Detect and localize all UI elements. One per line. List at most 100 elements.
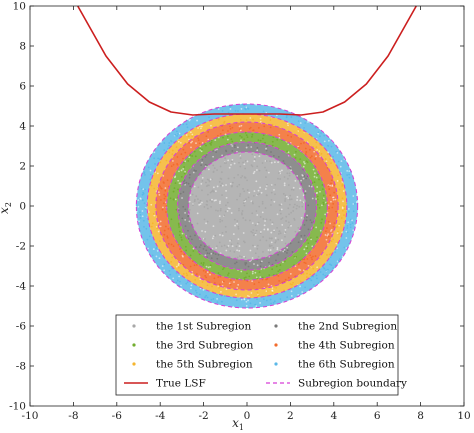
series-1-point (252, 203, 254, 205)
series-1-point (250, 231, 252, 233)
y-axis-label-sub: 2 (4, 202, 13, 207)
x-tick-label: 10 (457, 410, 470, 422)
series-5-point (197, 127, 199, 129)
series-5-point (226, 288, 228, 290)
series-4-point (160, 221, 162, 223)
series-6-point (348, 208, 350, 210)
series-1-point (299, 199, 301, 201)
series-3-point (175, 198, 177, 200)
series-1-point (209, 181, 211, 183)
series-1-point (212, 165, 214, 167)
series-6-point (254, 304, 256, 306)
series-2-point (261, 260, 263, 262)
series-2-point (253, 263, 255, 265)
series-5-point (188, 135, 190, 137)
series-6-point (241, 299, 243, 301)
series-1-point (246, 179, 248, 181)
series-1-point (274, 193, 276, 195)
series-5-point (342, 184, 344, 186)
series-2-point (188, 238, 190, 240)
series-2-point (265, 148, 267, 150)
series-6-point (149, 235, 151, 237)
series-5-point (273, 286, 275, 288)
series-5-point (326, 160, 328, 162)
series-1-point (272, 222, 274, 224)
series-3-point (277, 270, 279, 272)
series-1-point (232, 159, 234, 161)
series-4-point (182, 264, 184, 266)
series-3-point (209, 266, 211, 268)
series-6-point (255, 104, 257, 106)
series-2-point (193, 172, 195, 174)
series-1-point (252, 229, 254, 231)
series-6-point (185, 283, 187, 285)
series-3-point (299, 158, 301, 160)
series-1-point (216, 169, 218, 171)
series-2-point (286, 247, 288, 249)
series-1-point (266, 184, 268, 186)
series-2-point (204, 254, 206, 256)
series-4-point (164, 198, 166, 200)
series-5-point (339, 180, 341, 182)
series-6-point (286, 116, 288, 118)
series-1-point (297, 227, 299, 229)
series-6-point (324, 140, 326, 142)
series-6-point (172, 278, 174, 280)
series-1-point (220, 185, 222, 187)
series-2-point (201, 159, 203, 161)
series-1-point (265, 207, 267, 209)
series-4-point (177, 156, 179, 158)
series-2-point (215, 151, 217, 153)
series-3-point (218, 272, 220, 274)
series-1-point (242, 162, 244, 164)
series-1-point (269, 219, 271, 221)
series-6-point (323, 135, 325, 137)
series-2-point (266, 150, 268, 152)
series-4-point (165, 187, 167, 189)
series-2-point (301, 174, 303, 176)
series-4-point (329, 223, 331, 225)
series-1-point (194, 186, 196, 188)
series-5-point (170, 261, 172, 263)
series-6-point (207, 297, 209, 299)
series-4-point (223, 281, 225, 283)
series-5-point (180, 142, 182, 144)
series-4-point (230, 128, 232, 130)
series-1-point (279, 171, 281, 173)
series-6-point (142, 210, 144, 212)
series-3-point (256, 276, 258, 278)
series-3-point (205, 145, 207, 147)
series-1-point (284, 184, 286, 186)
series-4-point (268, 284, 270, 286)
series-6-point (199, 293, 201, 295)
series-5-point (178, 267, 180, 269)
series-2-point (311, 186, 313, 188)
series-6-point (346, 174, 348, 176)
series-1-point (245, 160, 247, 162)
series-2-point (203, 248, 205, 250)
series-6-point (168, 270, 170, 272)
series-6-point (174, 134, 176, 136)
series-1-point (242, 210, 244, 212)
series-5-point (172, 150, 174, 152)
series-3-point (203, 262, 205, 264)
series-6-point (299, 286, 301, 288)
series-6-point (163, 263, 165, 265)
series-2-point (292, 251, 294, 253)
series-1-point (210, 179, 212, 181)
series-4-point (163, 181, 165, 183)
series-1-point (253, 172, 255, 174)
series-6-point (144, 208, 146, 210)
series-2-point (247, 144, 249, 146)
series-1-point (271, 192, 273, 194)
series-2-point (200, 244, 202, 246)
series-1-point (298, 206, 300, 208)
series-1-point (229, 167, 231, 169)
series-1-point (256, 230, 258, 232)
series-1-point (280, 204, 282, 206)
series-1-point (271, 162, 273, 164)
series-1-point (254, 246, 256, 248)
series-6-point (320, 271, 322, 273)
series-3-point (210, 264, 212, 266)
series-2-point (211, 257, 213, 259)
